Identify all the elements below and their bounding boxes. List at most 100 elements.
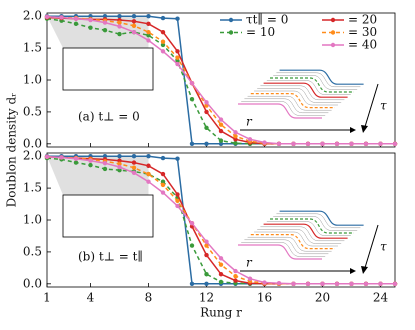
arrow-head (361, 125, 368, 133)
data-point (146, 171, 151, 177)
data-point (305, 141, 311, 147)
data-point (233, 268, 238, 274)
data-point (73, 16, 79, 21)
data-point (233, 133, 238, 139)
y-tick-label: 0.0 (23, 276, 42, 290)
data-point (233, 278, 238, 283)
legend-label: = 40 (348, 38, 377, 52)
schematic-line (273, 216, 358, 231)
arrow-head (350, 127, 356, 133)
data-point (88, 13, 93, 19)
data-point (117, 164, 122, 170)
data-point (204, 125, 209, 131)
x-tick-label: 20 (315, 291, 330, 305)
schematic-line (244, 239, 329, 255)
data-point (117, 153, 122, 159)
schematic-label: τ (380, 240, 387, 254)
data-point (349, 281, 354, 287)
schematic-line (263, 223, 348, 239)
schematic-line (241, 242, 326, 257)
data-point (131, 19, 137, 24)
data-point (146, 153, 151, 159)
data-point (160, 49, 166, 54)
data-point (218, 262, 224, 267)
data-point (160, 155, 166, 161)
data-point (262, 280, 267, 285)
data-point (102, 13, 108, 19)
schematic-line (270, 218, 354, 234)
data-point (204, 243, 209, 248)
schematic-line (250, 93, 335, 109)
data-point (363, 281, 369, 287)
legend-marker (330, 42, 336, 48)
data-point (160, 15, 166, 21)
legend-label: = 30 (348, 25, 377, 39)
schematic-line (244, 98, 329, 114)
data-point (175, 156, 180, 161)
data-point (131, 160, 137, 165)
data-point (131, 23, 137, 28)
data-point (73, 156, 79, 161)
data-point (160, 182, 166, 188)
data-point (102, 166, 108, 172)
data-point (175, 55, 180, 60)
data-point (204, 252, 209, 258)
data-point (204, 281, 209, 287)
data-point (189, 141, 195, 147)
schematic-line (273, 75, 358, 90)
data-point (189, 96, 195, 102)
data-point (175, 49, 180, 54)
schematic-line (241, 101, 326, 116)
data-point (88, 25, 93, 30)
data-point (378, 141, 383, 147)
data-point (218, 122, 224, 127)
schematic-arrow (363, 83, 379, 131)
data-point (320, 141, 325, 147)
data-point (175, 61, 180, 67)
y-tick-label: 2.0 (23, 149, 42, 163)
panel-label: (a) t⊥ = 0 (78, 110, 140, 124)
data-point (204, 141, 209, 147)
schematic-line (250, 234, 335, 250)
data-point (73, 160, 79, 165)
y-tick-label: 0.0 (23, 136, 42, 150)
data-point (189, 220, 195, 226)
schematic: rτ (238, 69, 387, 133)
data-point (349, 141, 354, 147)
data-point (189, 80, 195, 86)
data-point (102, 28, 108, 33)
data-point (378, 281, 383, 287)
data-point (102, 161, 108, 166)
data-point (102, 153, 108, 159)
data-point (117, 31, 122, 37)
schematic-line (266, 221, 351, 236)
data-point (204, 109, 209, 115)
data-point (233, 137, 238, 142)
data-point (218, 138, 224, 143)
data-point (59, 155, 64, 160)
data-point (233, 140, 238, 146)
x-tick-label: 24 (373, 291, 389, 305)
data-point (363, 141, 369, 147)
data-point (175, 192, 180, 197)
x-tick-label: 16 (257, 291, 272, 305)
data-point (189, 281, 195, 287)
legend-marker (228, 17, 234, 23)
schematic-line (254, 231, 338, 247)
data-point (146, 13, 151, 19)
schematic-line (257, 88, 342, 103)
y-tick-label: 2.0 (23, 9, 42, 23)
legend-label: = 10 (246, 25, 275, 39)
data-point (88, 162, 93, 168)
data-point (320, 281, 325, 287)
data-point (204, 272, 209, 277)
schematic-label: r (246, 115, 253, 129)
data-point (146, 21, 151, 27)
y-tick-label: 0.5 (23, 104, 42, 118)
inset (62, 47, 154, 91)
data-point (160, 42, 166, 48)
schematic-line (276, 213, 361, 229)
data-point (175, 16, 180, 21)
data-point (160, 171, 166, 177)
schematic-line (247, 95, 332, 111)
